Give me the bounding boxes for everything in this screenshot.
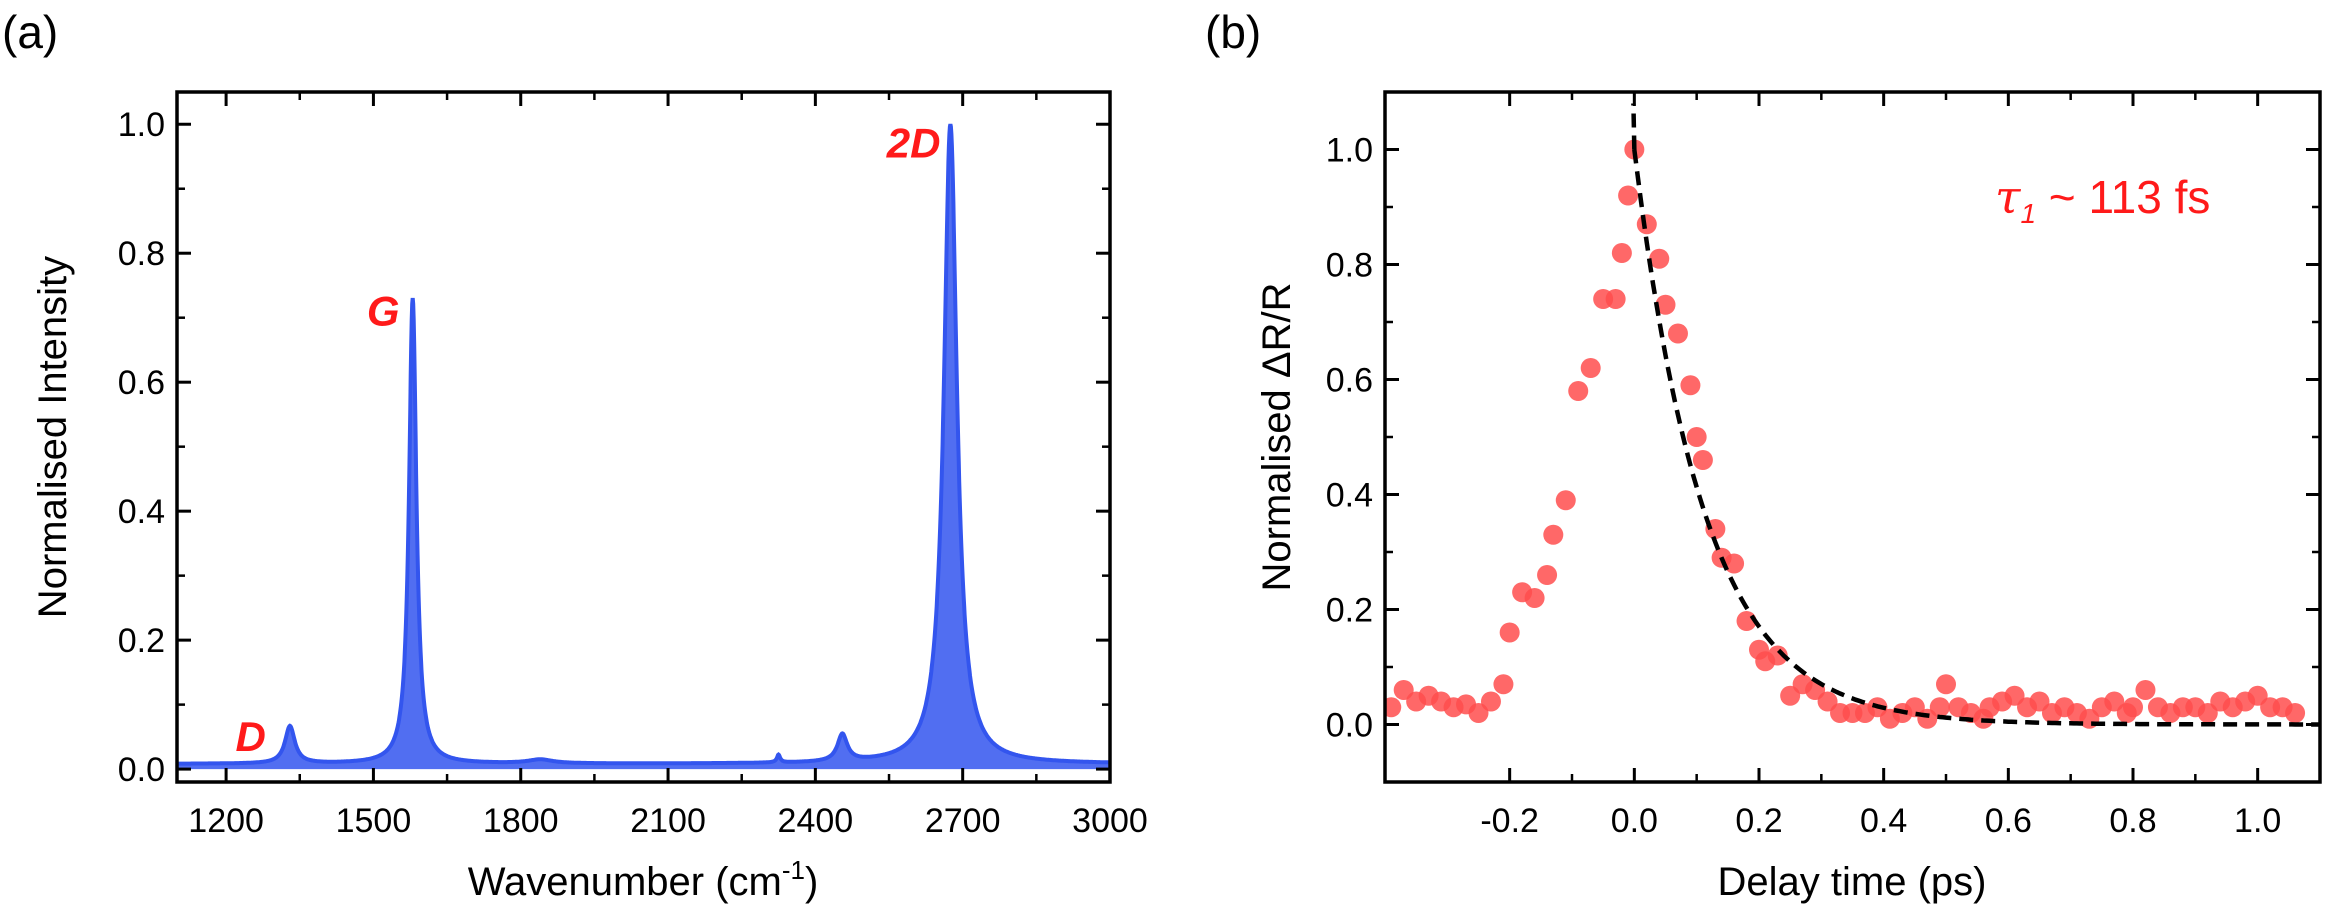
data-point <box>1936 674 1956 695</box>
panel-b-ytick-label: 0.2 <box>1326 592 1373 630</box>
data-point <box>1680 375 1701 396</box>
panel-a: (a) 1200 1500 1800 2100 2400 2700 3000 0.0 0.2 0.… <box>2 6 1148 904</box>
panel-a-xtick-label: 3000 <box>1072 802 1148 840</box>
panel-b-ytick-label: 0.4 <box>1326 477 1373 515</box>
data-point <box>1385 697 1402 718</box>
panel-a-label: (a) <box>2 6 58 58</box>
panel-b-xtick-label: 1.0 <box>2234 802 2281 840</box>
panel-a-ytick-label: 0.6 <box>118 364 165 402</box>
panel-a-spectrum <box>177 123 1110 770</box>
peak-label-g: G <box>367 287 400 334</box>
panel-b-xtick-label: 0.6 <box>1985 802 2032 840</box>
spectrum-line <box>177 123 1110 766</box>
panel-a-ticks: 1200 1500 1800 2100 2400 2700 3000 0.0 0.2 0.4 0.6… <box>118 92 1148 840</box>
panel-b-x-axis-title: Delay time (ps) <box>1718 860 1987 904</box>
data-point <box>1618 185 1639 206</box>
data-point <box>1555 490 1576 511</box>
panel-b-xtick-label: 0.0 <box>1611 802 1658 840</box>
data-point <box>2285 703 2306 723</box>
data-point <box>1636 214 1657 235</box>
panel-a-ytick-label: 0.4 <box>118 493 165 531</box>
panel-a-ytick-label: 1.0 <box>118 106 165 144</box>
fit-curve-top <box>1631 103 1637 150</box>
data-point <box>1686 427 1707 447</box>
data-point <box>1480 691 1501 712</box>
data-point <box>1649 248 1670 269</box>
panel-a-peak-labels: D G 2D <box>235 120 940 760</box>
panel-b-y-axis-title: Normalised ΔR/R <box>1255 282 1299 591</box>
panel-a-xtick-label: 1200 <box>188 802 264 840</box>
panel-a-xtick-label: 1500 <box>336 802 412 840</box>
peak-label-2d: 2D <box>886 120 941 167</box>
panel-b-ytick-label: 0.8 <box>1326 247 1373 285</box>
panel-b: (b) -0.2 0.0 0.2 0.4 0.6 0.8 1.0 0.0 0.2 0.4 0.6 0.… <box>1205 6 2322 904</box>
panel-b-ytick-label: 0.6 <box>1326 362 1373 400</box>
panel-a-y-axis-title: Normalised Intensity <box>31 256 75 618</box>
panel-a-ytick-label: 0.0 <box>118 751 165 789</box>
panel-a-xtick-label: 1800 <box>483 802 559 840</box>
panel-b-xtick-label: 0.2 <box>1735 802 1782 840</box>
panel-b-plot-area <box>1385 103 2320 729</box>
peak-label-d: D <box>235 713 265 760</box>
panel-a-xtick-label: 2400 <box>778 802 854 840</box>
panel-b-label: (b) <box>1205 6 1261 58</box>
panel-b-xtick-label: 0.8 <box>2109 802 2156 840</box>
panel-b-ytick-label: 1.0 <box>1326 132 1373 170</box>
spectrum-area <box>177 124 1110 770</box>
panel-a-ytick-label: 0.8 <box>118 235 165 273</box>
data-point <box>1580 358 1601 378</box>
panel-b-xtick-label: 0.4 <box>1860 802 1907 840</box>
data-point <box>1543 524 1564 545</box>
panel-a-frame <box>175 90 1112 784</box>
data-point <box>1537 565 1558 585</box>
data-point <box>1499 622 1520 643</box>
data-point <box>1929 697 1950 718</box>
panel-a-xtick-label: 2700 <box>925 802 1001 840</box>
data-point <box>1724 553 1745 574</box>
data-point <box>1667 323 1688 344</box>
data-point <box>1493 674 1514 695</box>
panel-a-xtick-label: 2100 <box>630 802 706 840</box>
panel-a-ytick-label: 0.2 <box>118 622 165 660</box>
panel-b-xtick-label: -0.2 <box>1480 802 1539 840</box>
data-point <box>1692 450 1713 470</box>
data-point <box>2135 680 2156 700</box>
panel-b-ticks: -0.2 0.0 0.2 0.4 0.6 0.8 1.0 0.0 0.2 0.4 0.6 0.8 1.0 <box>1326 92 2320 840</box>
data-point <box>1568 381 1589 401</box>
data-point <box>2123 697 2143 718</box>
panel-b-ytick-label: 0.0 <box>1326 707 1373 745</box>
data-point <box>1605 289 1626 309</box>
panel-b-annotation: τ1 ~ 113 fs <box>1995 170 2210 229</box>
panel-a-x-axis-title: Wavenumber (cm-1) <box>468 855 819 904</box>
data-point <box>1767 645 1788 666</box>
fit-curve <box>1632 149 2320 727</box>
data-point <box>1611 243 1632 263</box>
data-point <box>1524 588 1545 608</box>
panel-b-scatter <box>1385 103 2320 729</box>
data-point <box>1655 294 1676 315</box>
